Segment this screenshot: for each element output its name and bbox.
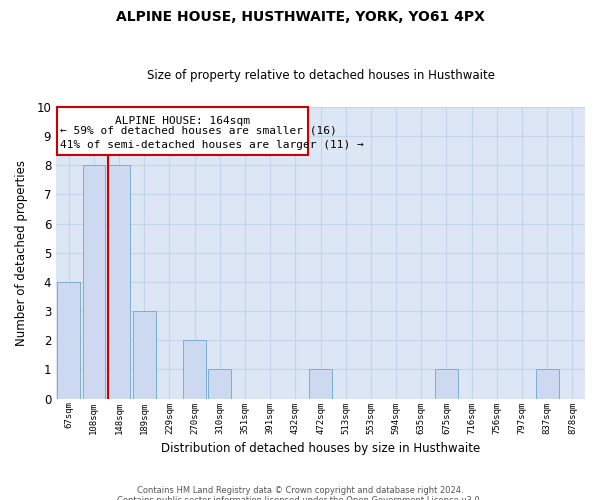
Text: Contains HM Land Registry data © Crown copyright and database right 2024.: Contains HM Land Registry data © Crown c… — [137, 486, 463, 495]
Bar — [309, 370, 332, 398]
Bar — [208, 370, 231, 398]
X-axis label: Distribution of detached houses by size in Husthwaite: Distribution of detached houses by size … — [161, 442, 480, 455]
Bar — [83, 165, 105, 398]
Text: ALPINE HOUSE, HUSTHWAITE, YORK, YO61 4PX: ALPINE HOUSE, HUSTHWAITE, YORK, YO61 4PX — [116, 10, 484, 24]
Bar — [536, 370, 559, 398]
Text: Contains public sector information licensed under the Open Government Licence v3: Contains public sector information licen… — [118, 496, 482, 500]
Y-axis label: Number of detached properties: Number of detached properties — [15, 160, 28, 346]
Text: ALPINE HOUSE: 164sqm: ALPINE HOUSE: 164sqm — [115, 116, 250, 126]
Bar — [58, 282, 80, 399]
Bar — [108, 165, 130, 398]
FancyBboxPatch shape — [58, 107, 308, 155]
Bar — [183, 340, 206, 398]
Text: 41% of semi-detached houses are larger (11) →: 41% of semi-detached houses are larger (… — [60, 140, 364, 150]
Bar — [133, 311, 155, 398]
Text: ← 59% of detached houses are smaller (16): ← 59% of detached houses are smaller (16… — [60, 126, 337, 136]
Bar — [435, 370, 458, 398]
Title: Size of property relative to detached houses in Husthwaite: Size of property relative to detached ho… — [146, 69, 494, 82]
